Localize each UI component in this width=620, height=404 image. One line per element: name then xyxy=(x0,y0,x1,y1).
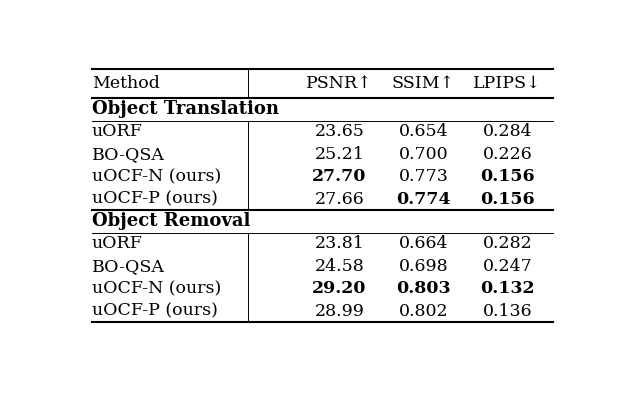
Text: 0.247: 0.247 xyxy=(483,258,533,275)
Text: 24.58: 24.58 xyxy=(314,258,364,275)
Text: uORF: uORF xyxy=(92,236,143,252)
Text: 0.664: 0.664 xyxy=(399,236,448,252)
Text: 0.698: 0.698 xyxy=(399,258,448,275)
Text: uOCF-N (ours): uOCF-N (ours) xyxy=(92,280,221,297)
Text: Object Removal: Object Removal xyxy=(92,213,250,230)
Text: Method: Method xyxy=(92,75,160,92)
Text: LPIPS↓: LPIPS↓ xyxy=(473,75,542,92)
Text: 27.70: 27.70 xyxy=(312,168,366,185)
Text: 0.654: 0.654 xyxy=(399,123,448,140)
Text: 23.81: 23.81 xyxy=(314,236,364,252)
Text: 25.21: 25.21 xyxy=(314,146,365,163)
Text: uORF: uORF xyxy=(92,123,143,140)
Text: Object Translation: Object Translation xyxy=(92,101,279,118)
Text: 0.156: 0.156 xyxy=(480,191,535,208)
Text: 0.226: 0.226 xyxy=(483,146,533,163)
Text: 0.774: 0.774 xyxy=(396,191,451,208)
Text: 29.20: 29.20 xyxy=(312,280,366,297)
Text: 0.803: 0.803 xyxy=(396,280,451,297)
Text: PSNR↑: PSNR↑ xyxy=(306,75,373,92)
Text: 27.66: 27.66 xyxy=(314,191,364,208)
Text: BO-QSA: BO-QSA xyxy=(92,258,165,275)
Text: 23.65: 23.65 xyxy=(314,123,365,140)
Text: 0.136: 0.136 xyxy=(483,303,533,320)
Text: BO-QSA: BO-QSA xyxy=(92,146,165,163)
Text: 0.802: 0.802 xyxy=(399,303,448,320)
Text: 0.156: 0.156 xyxy=(480,168,535,185)
Text: 0.700: 0.700 xyxy=(399,146,448,163)
Text: uOCF-N (ours): uOCF-N (ours) xyxy=(92,168,221,185)
Text: 28.99: 28.99 xyxy=(314,303,365,320)
Text: 0.773: 0.773 xyxy=(399,168,448,185)
Text: 0.282: 0.282 xyxy=(483,236,533,252)
Text: uOCF-P (ours): uOCF-P (ours) xyxy=(92,303,218,320)
Text: uOCF-P (ours): uOCF-P (ours) xyxy=(92,191,218,208)
Text: 0.284: 0.284 xyxy=(483,123,533,140)
Text: 0.132: 0.132 xyxy=(480,280,535,297)
Text: SSIM↑: SSIM↑ xyxy=(392,75,455,92)
